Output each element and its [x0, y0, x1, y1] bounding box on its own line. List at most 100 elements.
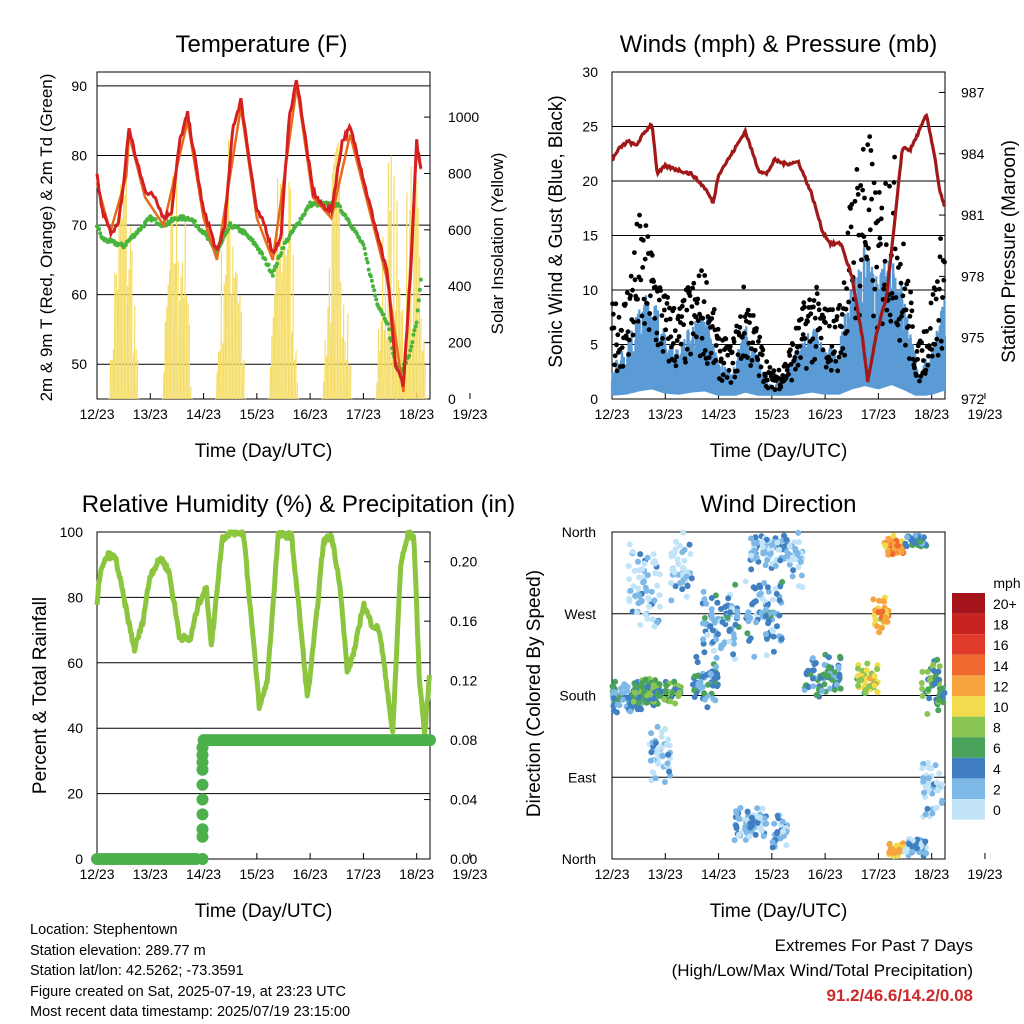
- gust-series: [609, 134, 947, 393]
- wind-direction-point: [922, 838, 929, 845]
- dewpoint-point: [415, 308, 420, 313]
- legend-swatch: [952, 593, 985, 614]
- y-tick-label: West: [564, 606, 596, 622]
- gust-point: [626, 352, 631, 357]
- wind-direction-point: [886, 849, 893, 856]
- gust-point: [872, 286, 878, 292]
- wind-direction-point: [665, 736, 672, 743]
- wind-direction-point: [701, 649, 708, 656]
- wind-direction-point: [645, 595, 652, 601]
- wind-direction-point: [797, 558, 804, 565]
- wind-direction-point: [935, 696, 942, 703]
- wind-direction-point: [666, 768, 673, 775]
- wind-direction-point: [932, 805, 939, 812]
- gust-point: [667, 316, 673, 322]
- gust-point: [923, 367, 929, 373]
- gust-point: [937, 286, 942, 292]
- wind-direction-point: [761, 815, 768, 822]
- wind-direction-point: [763, 606, 769, 613]
- wind-direction-point: [776, 597, 783, 604]
- y-tick-label: 20: [582, 173, 598, 189]
- x-tick-label: 14/23: [701, 866, 736, 882]
- wind-direction-point: [708, 610, 715, 617]
- gust-point: [928, 326, 933, 331]
- gust-point: [780, 373, 786, 378]
- wind-direction-point: [626, 576, 633, 583]
- x-tick-label: 13/23: [648, 406, 683, 422]
- wind-direction-point: [631, 567, 638, 574]
- wind-direction-point: [870, 596, 877, 603]
- wind-direction-point: [754, 819, 761, 826]
- gust-point: [760, 347, 766, 353]
- wind-direction-point: [767, 551, 774, 558]
- gust-point: [752, 347, 758, 353]
- y-tick-label: 15: [582, 228, 598, 244]
- wind-direction-point: [676, 542, 683, 549]
- gust-point: [887, 312, 893, 318]
- gust-point: [693, 314, 699, 320]
- gust-point: [637, 223, 643, 229]
- wind-direction-point: [748, 535, 755, 542]
- wind-direction-point: [668, 597, 675, 604]
- y-tick-label: 0: [590, 391, 598, 407]
- gust-point: [866, 245, 871, 251]
- x-tick-label: 15/23: [239, 406, 274, 422]
- wind-direction-point: [765, 618, 772, 624]
- wind-direction-point: [714, 599, 721, 606]
- x-tick-label: 16/23: [808, 406, 843, 422]
- gust-point: [816, 301, 821, 307]
- gust-point: [612, 362, 617, 368]
- y-axis-label: 2m & 9m T (Red, Orange) & 2m Td (Green): [37, 74, 56, 402]
- gust-point: [879, 205, 885, 211]
- y-axis-label: Percent & Total Rainfall: [30, 597, 51, 794]
- gust-point: [630, 332, 636, 338]
- wind-direction-point: [667, 698, 674, 705]
- gust-point: [611, 325, 617, 331]
- wind-direction-point: [809, 655, 816, 662]
- wind-direction-point: [662, 689, 669, 696]
- gust-point: [704, 280, 709, 285]
- wind-direction-point: [885, 548, 892, 555]
- gust-point: [637, 212, 642, 218]
- gust-point: [763, 373, 768, 379]
- gust-point: [679, 303, 685, 309]
- wind-direction-point: [656, 603, 663, 610]
- wind-direction-point: [676, 689, 683, 696]
- gust-point: [646, 327, 652, 333]
- gust-point: [642, 256, 648, 262]
- gust-point: [715, 326, 721, 332]
- wind-direction-point: [715, 631, 721, 638]
- gust-point: [671, 305, 677, 311]
- wind-direction-point: [762, 613, 769, 620]
- y2-tick-label: 981: [961, 207, 985, 223]
- wind-direction-point: [713, 654, 720, 661]
- x-tick-label: 17/23: [861, 866, 896, 882]
- dewpoint-point: [410, 340, 415, 345]
- gust-point: [844, 286, 849, 291]
- y2-tick-label: 0.08: [450, 732, 477, 748]
- gust-point: [929, 347, 935, 352]
- gust-point: [757, 334, 763, 340]
- wind-direction-point: [675, 561, 682, 567]
- gust-point: [643, 223, 649, 229]
- dewpoint-point: [365, 260, 370, 265]
- y2-tick-label: 0.16: [450, 613, 477, 629]
- wind-direction-point: [620, 696, 626, 703]
- rainfall-point: [196, 778, 209, 791]
- dewpoint-point: [266, 262, 271, 267]
- legend-swatch: [952, 675, 985, 696]
- wind-direction-point: [733, 808, 740, 815]
- wind-direction-point: [644, 572, 651, 579]
- gust-point: [935, 279, 940, 284]
- wind-direction-point: [902, 847, 909, 854]
- gust-point: [713, 343, 719, 348]
- gust-point: [878, 216, 884, 222]
- gust-point: [638, 277, 644, 283]
- gust-point: [838, 350, 844, 355]
- wind-direction-point: [878, 624, 885, 631]
- wind-direction-point: [684, 582, 691, 589]
- dewpoint-point: [236, 226, 241, 231]
- gust-point: [711, 307, 717, 312]
- gust-point: [734, 368, 740, 374]
- wind-direction-point: [920, 775, 927, 782]
